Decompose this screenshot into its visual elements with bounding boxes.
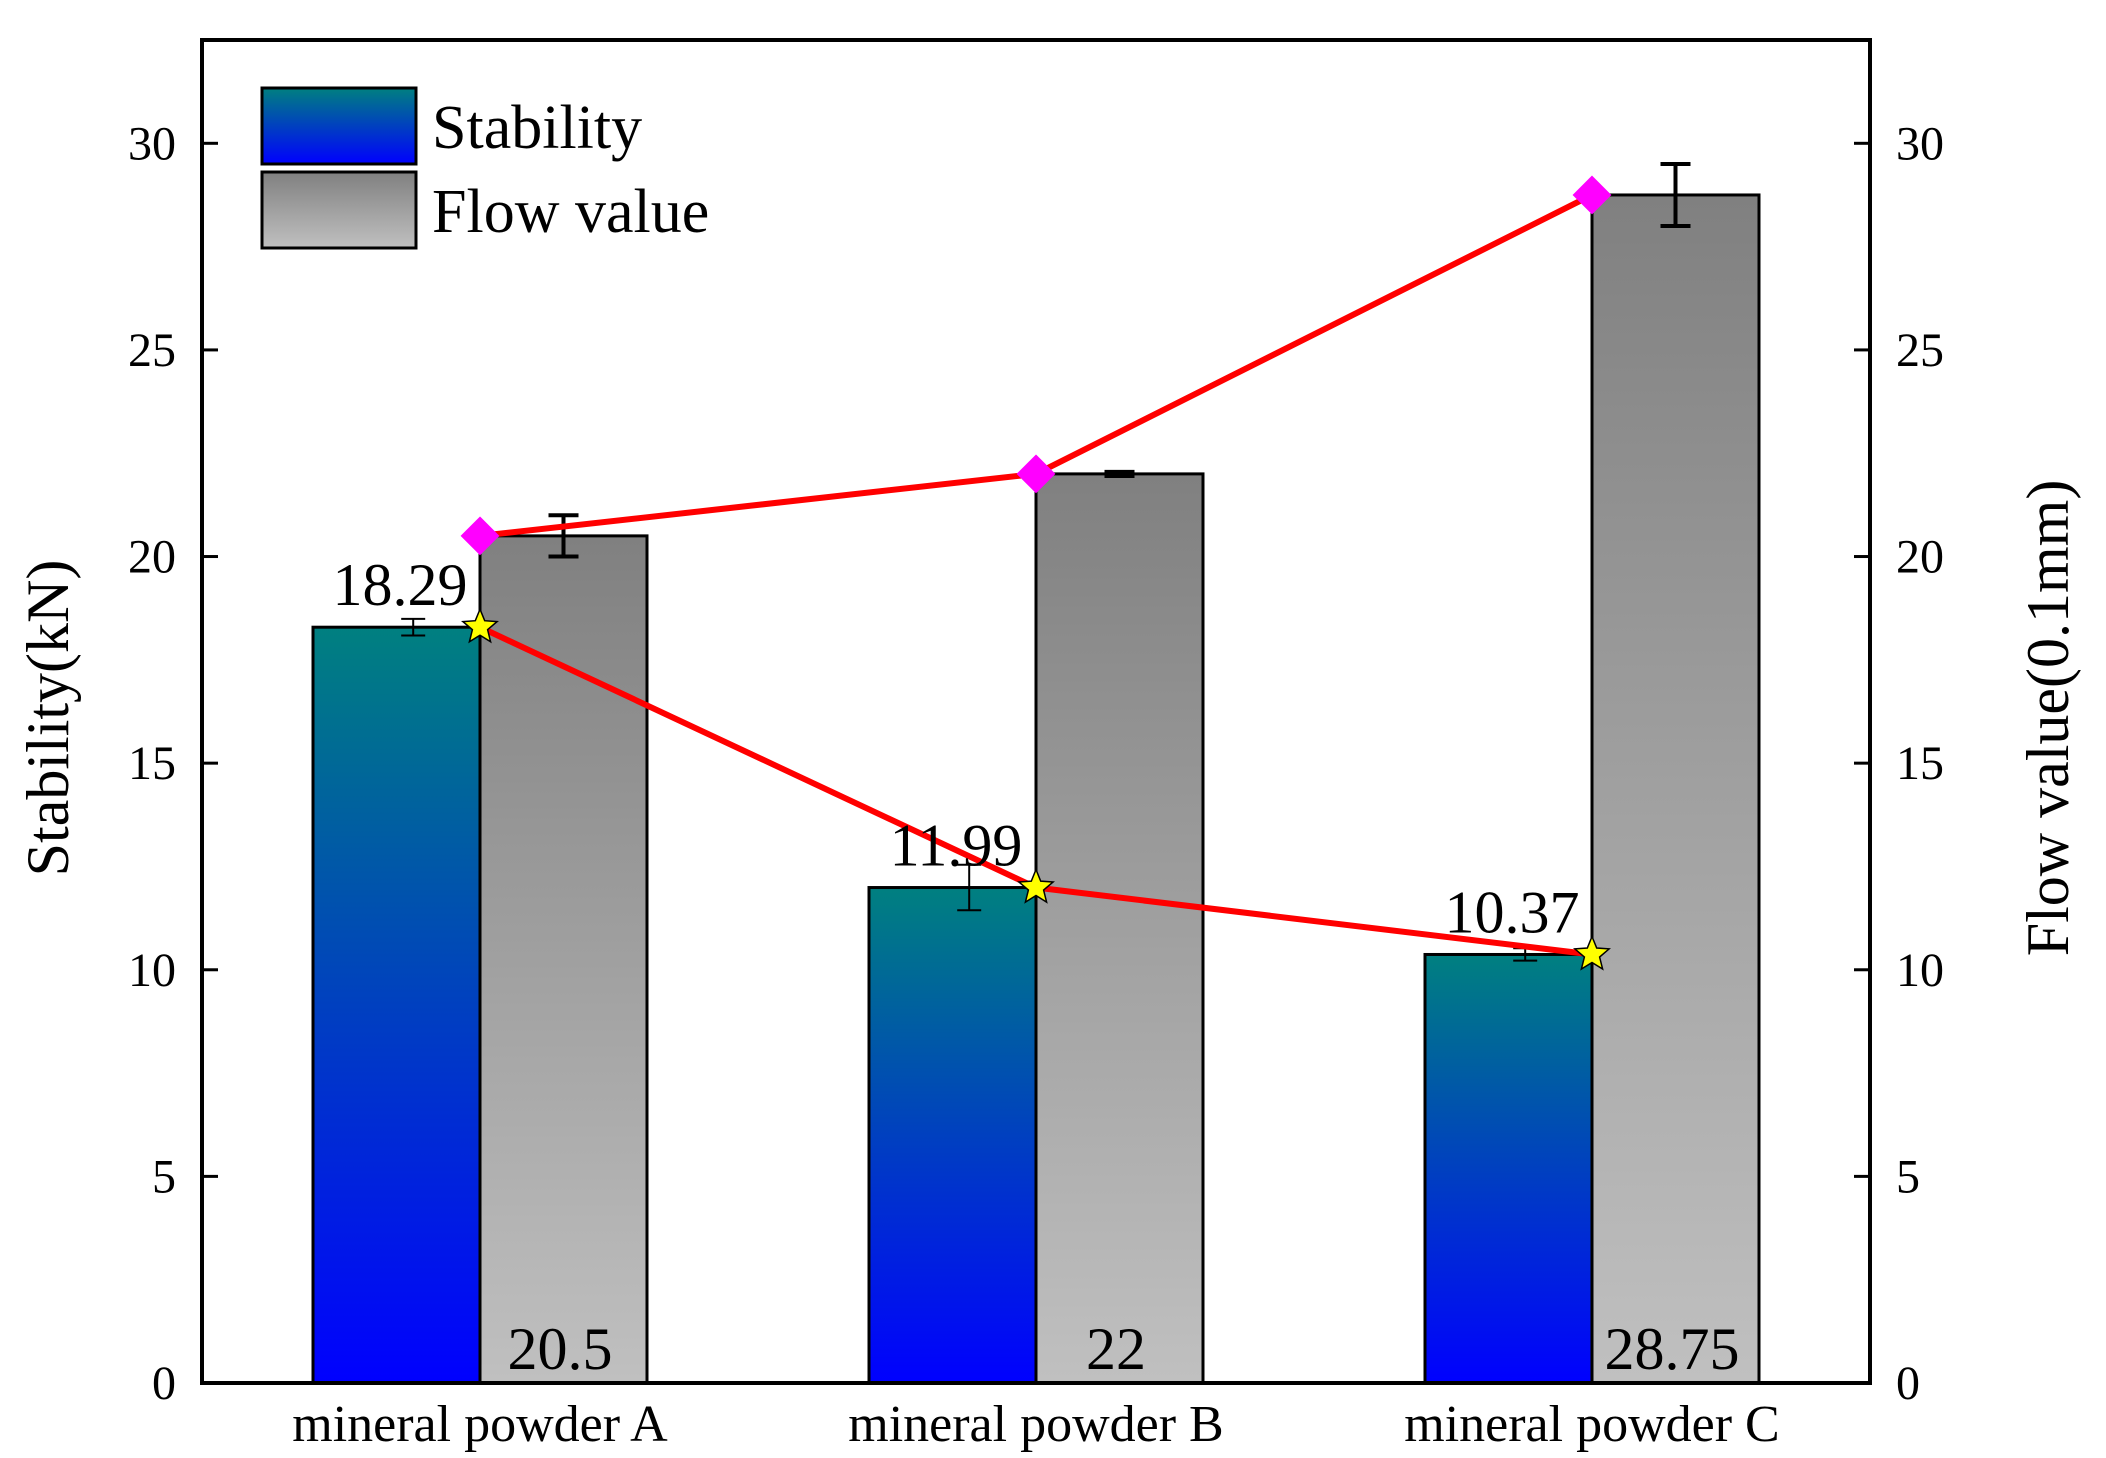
right-axis: 0 5 10 15 20 25 30 bbox=[1854, 117, 1944, 1410]
data-label-flow-value-1: 22 bbox=[1086, 1316, 1146, 1382]
labels-layer: 18.29 20.5 11.99 22 10.37 28.75 bbox=[333, 552, 1740, 1382]
y-tick-label-5: 25 bbox=[128, 324, 176, 377]
data-label-flow-value-0: 20.5 bbox=[508, 1316, 613, 1382]
y-tick-label-2: 10 bbox=[128, 944, 176, 997]
marker-stability-0 bbox=[461, 607, 499, 644]
data-label-stability-2: 10.37 bbox=[1445, 879, 1580, 945]
y-axis-title: Stability(kN) bbox=[15, 560, 81, 877]
legend-label-stability: Stability bbox=[432, 94, 642, 162]
data-label-stability-0: 18.29 bbox=[333, 552, 468, 618]
data-label-stability-1: 11.99 bbox=[890, 813, 1023, 879]
y2-tick-label-0: 0 bbox=[1896, 1357, 1920, 1410]
bar-stability-0 bbox=[311, 625, 482, 1385]
legend-swatch-flow-value bbox=[260, 170, 418, 250]
x-tick-label-1: mineral powder B bbox=[848, 1396, 1223, 1453]
legend: Stability Flow value bbox=[260, 86, 709, 250]
marker-stability-2 bbox=[1573, 934, 1611, 971]
y2-tick-label-2: 10 bbox=[1896, 944, 1944, 997]
x-tick-label-0: mineral powder A bbox=[292, 1396, 668, 1453]
marker-flow-value-1 bbox=[1016, 454, 1056, 494]
y2-tick-label-6: 30 bbox=[1896, 117, 1944, 170]
y2-tick-label-4: 20 bbox=[1896, 531, 1944, 584]
bar-stability-1 bbox=[867, 886, 1038, 1385]
y2-axis-title: Flow value(0.1mm) bbox=[2015, 480, 2081, 957]
legend-label-flow-value: Flow value bbox=[432, 178, 709, 246]
data-label-flow-value-2: 28.75 bbox=[1605, 1316, 1740, 1382]
bar-stability-2 bbox=[1423, 952, 1594, 1385]
left-axis: 0 5 10 15 20 25 30 bbox=[128, 117, 218, 1410]
y2-tick-label-1: 5 bbox=[1896, 1150, 1920, 1203]
legend-swatch-stability bbox=[260, 86, 418, 166]
bar-flow-value-0 bbox=[478, 534, 649, 1385]
bar-flow-value-2 bbox=[1590, 193, 1761, 1385]
y-tick-label-6: 30 bbox=[128, 117, 176, 170]
x-tick-label-2: mineral powder C bbox=[1404, 1396, 1779, 1453]
y-tick-label-1: 5 bbox=[152, 1150, 176, 1203]
lines-layer bbox=[460, 175, 1612, 971]
y-tick-label-0: 0 bbox=[152, 1357, 176, 1410]
marker-flow-value-0 bbox=[460, 516, 500, 556]
y-tick-label-3: 15 bbox=[128, 737, 176, 790]
x-axis: mineral powder A mineral powder B mineral … bbox=[292, 1369, 1780, 1453]
y2-tick-label-5: 25 bbox=[1896, 324, 1944, 377]
bar-flow-value-1 bbox=[1034, 472, 1205, 1385]
y-tick-label-4: 20 bbox=[128, 531, 176, 584]
y2-tick-label-3: 15 bbox=[1896, 737, 1944, 790]
marker-flow-value-2 bbox=[1572, 175, 1612, 215]
bars-layer bbox=[311, 161, 1761, 1385]
marker-stability-1 bbox=[1017, 867, 1055, 904]
